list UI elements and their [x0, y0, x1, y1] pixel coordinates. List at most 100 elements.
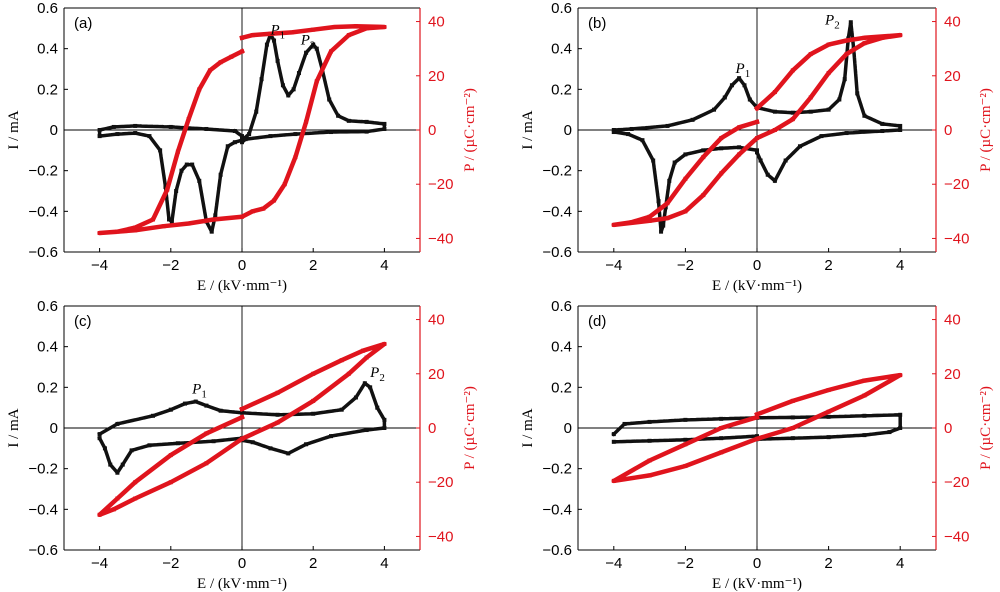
- panel-c: −4 −2 0 2 4−0.6−0.4−0.200.20.40.6−40−2002040…: [6, 298, 478, 592]
- y2-tick-label: 40: [944, 312, 961, 329]
- polarization-point: [168, 453, 173, 458]
- current-point: [329, 130, 333, 135]
- panel-b: −4 −2 0 2 4−0.6−0.4−0.200.20.40.6−40−2002040…: [520, 0, 994, 294]
- polarization-point: [862, 35, 867, 40]
- y2-tick-label: −20: [428, 176, 453, 193]
- current-point: [115, 470, 120, 475]
- current-point: [826, 414, 831, 419]
- polarization-point: [204, 461, 209, 466]
- polarization-point: [361, 348, 366, 353]
- current-point: [611, 128, 616, 132]
- y2-tick-label: −20: [944, 474, 969, 491]
- current-point: [240, 138, 244, 143]
- panel-label: (c): [74, 313, 92, 330]
- current-point: [211, 439, 216, 444]
- polarization-point: [250, 209, 255, 214]
- current-point: [765, 172, 770, 177]
- polarization-point: [240, 35, 244, 40]
- current-point: [259, 77, 264, 82]
- y-axis-label: I / mA: [520, 110, 536, 149]
- current-point: [611, 130, 616, 135]
- current-point: [311, 42, 316, 47]
- current-point: [382, 121, 387, 126]
- current-point: [275, 58, 280, 63]
- current-point: [656, 199, 661, 204]
- y2-tick-label: 0: [944, 420, 952, 437]
- polarization-point: [289, 30, 294, 35]
- current-point: [240, 410, 244, 415]
- y-tick-label: 0.6: [37, 298, 58, 315]
- y2-tick-label: −40: [944, 230, 969, 247]
- current-point: [826, 107, 831, 112]
- x-tick-label: 2: [309, 257, 317, 274]
- polarization-point: [665, 201, 670, 206]
- current-point: [368, 385, 373, 390]
- polarization-point: [97, 231, 102, 236]
- polarization-point: [719, 171, 724, 176]
- polarization-point: [353, 24, 358, 29]
- x-axis-label: E / (kV·mm⁻¹): [197, 278, 287, 294]
- current-point: [364, 428, 369, 433]
- polarization-point: [683, 442, 688, 447]
- x-tick-label: 2: [309, 555, 317, 572]
- polarization-point: [240, 436, 244, 441]
- current-point: [169, 219, 174, 224]
- polarization-point: [197, 87, 202, 92]
- polarization-point: [133, 225, 138, 230]
- polarization-point: [161, 224, 166, 229]
- y-tick-label: 0.2: [37, 81, 58, 98]
- current-point: [240, 134, 244, 139]
- peak-label: P1: [191, 381, 207, 400]
- polarization-point: [826, 388, 831, 393]
- x-tick-label: 4: [896, 555, 904, 572]
- y2-tick-label: −20: [428, 474, 453, 491]
- y2-axis-label: P / (µC·cm⁻²): [462, 88, 478, 172]
- current-point: [629, 126, 634, 131]
- current-point: [147, 134, 152, 139]
- y2-tick-label: −40: [428, 528, 453, 545]
- polarization-point: [719, 426, 724, 430]
- current-point: [844, 131, 849, 136]
- y-tick-label: 0.2: [551, 81, 572, 98]
- y-tick-label: 0.4: [37, 41, 58, 58]
- polarization-point: [346, 33, 351, 38]
- polarization-point: [346, 371, 351, 376]
- x-tick-label: 4: [380, 257, 388, 274]
- polarization-point: [862, 41, 867, 46]
- current-point: [640, 138, 645, 143]
- current-point: [848, 20, 853, 25]
- polarization-point: [364, 355, 369, 360]
- current-point: [184, 162, 189, 167]
- current-point: [163, 184, 168, 189]
- current-point: [168, 407, 173, 412]
- current-point: [647, 419, 652, 424]
- polarization-point: [261, 206, 266, 211]
- current-point: [243, 137, 248, 142]
- polarization-point: [611, 478, 616, 483]
- y-tick-label: 0.2: [37, 379, 58, 396]
- y2-tick-label: −40: [428, 230, 453, 247]
- x-tick-label: −2: [677, 257, 694, 274]
- current-point: [291, 87, 296, 92]
- x-tick-label: 0: [753, 257, 761, 274]
- current-point: [115, 421, 120, 426]
- y-tick-label: 0: [564, 122, 572, 139]
- x-tick-label: −4: [91, 257, 108, 274]
- polarization-point: [898, 373, 903, 378]
- polarization-point: [250, 33, 255, 38]
- polarization-point: [382, 24, 387, 29]
- y-tick-label: −0.4: [28, 501, 58, 518]
- current-point: [327, 97, 332, 102]
- current-point: [747, 97, 752, 102]
- current-point: [626, 132, 631, 137]
- current-point: [862, 433, 867, 438]
- current-point: [296, 71, 301, 76]
- current-point: [268, 446, 273, 451]
- current-point: [880, 121, 885, 126]
- current-point: [611, 432, 616, 437]
- current-point: [102, 446, 107, 451]
- y-axis-label: I / mA: [6, 408, 22, 447]
- current-point: [790, 436, 795, 441]
- y-tick-label: −0.2: [542, 163, 572, 180]
